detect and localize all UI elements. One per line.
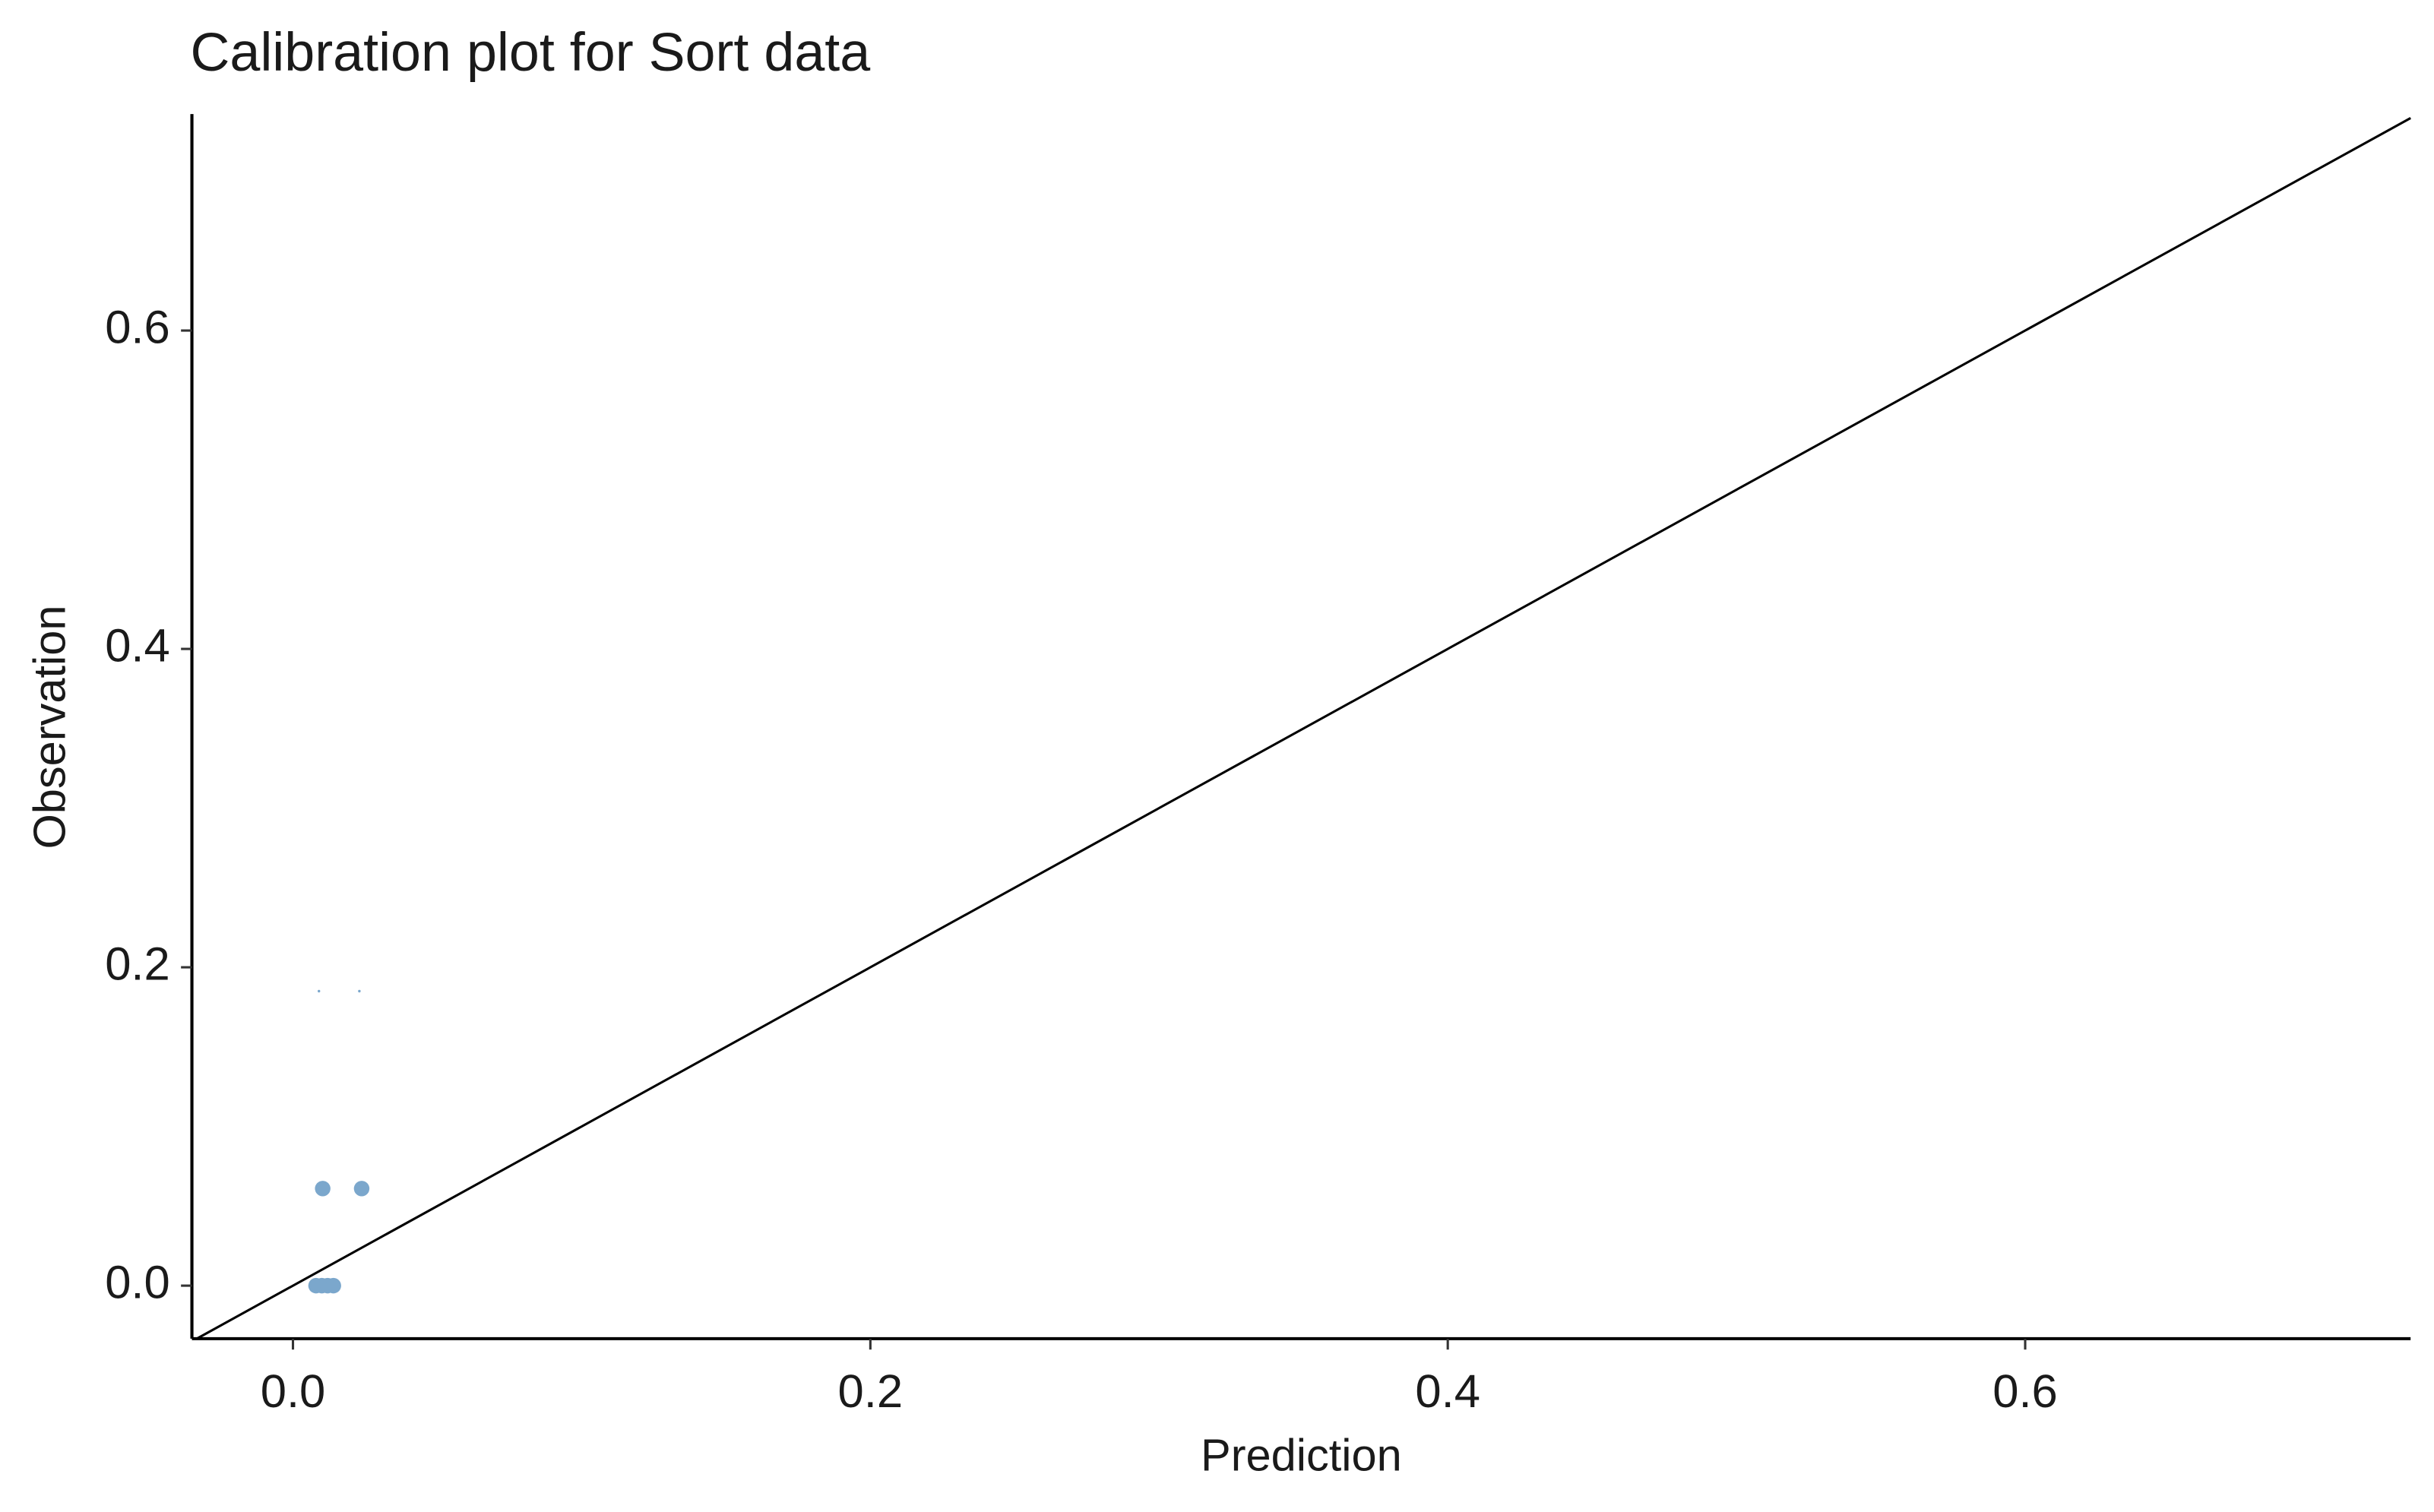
x-axis-label: Prediction bbox=[1201, 1430, 1402, 1481]
x-tick-label: 0.2 bbox=[838, 1365, 904, 1418]
point bbox=[318, 989, 321, 993]
reference-line bbox=[196, 116, 2411, 1340]
y-tick-label: 0.6 bbox=[105, 301, 170, 353]
y-tick-label: 0.2 bbox=[105, 938, 170, 990]
y-axis-label: Observation bbox=[24, 606, 75, 849]
y-tick-label: 0.0 bbox=[105, 1256, 170, 1308]
x-tick-label: 0.4 bbox=[1415, 1365, 1480, 1418]
x-tick-label: 0.0 bbox=[261, 1365, 326, 1418]
point bbox=[358, 989, 361, 993]
chart-title: Calibration plot for Sort data bbox=[190, 22, 870, 83]
point bbox=[353, 1181, 370, 1197]
y-tick-label: 0.4 bbox=[105, 619, 170, 672]
point bbox=[325, 1277, 341, 1294]
point bbox=[315, 1181, 331, 1197]
x-tick-label: 0.6 bbox=[1992, 1365, 2058, 1418]
